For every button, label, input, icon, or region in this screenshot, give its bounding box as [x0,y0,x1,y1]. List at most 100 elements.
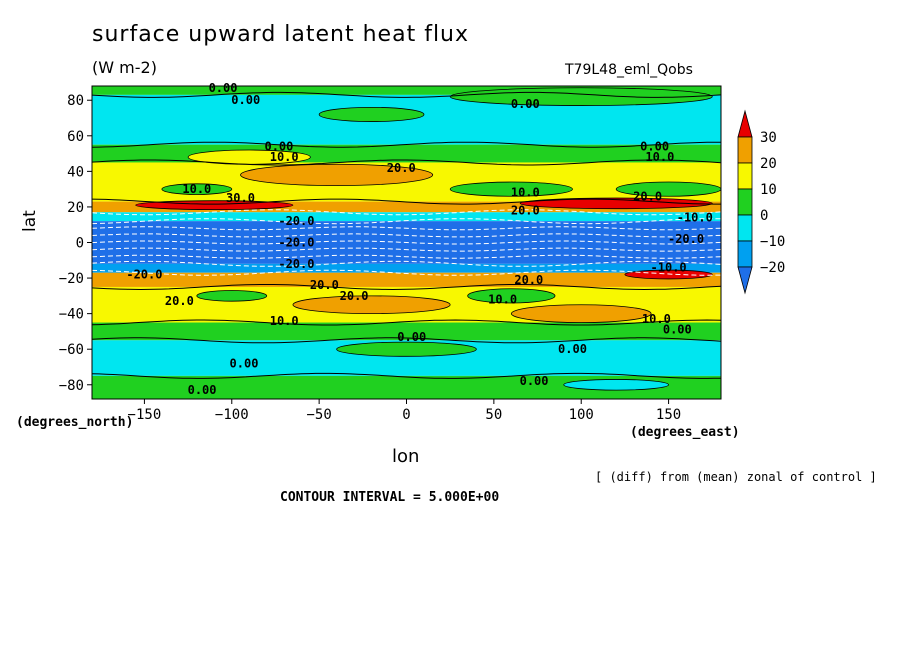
y-tick-label: −40 [59,307,84,323]
contour-patch [318,106,425,122]
colorbar-label: −10 [760,234,785,250]
y-axis-label: lat [20,210,40,232]
contour-line [91,260,722,267]
contour-label: 20.0 [387,161,416,175]
colorbar-triangle-top [737,109,753,138]
colorbar-label: 0 [760,208,768,224]
contour-labels: 0.000.00 0.000.0010.00.0010.020.010.030.0… [126,81,713,397]
x-tick-label: 0 [402,407,410,423]
colorbar-label: −20 [760,260,785,276]
contour-label: 0.00 [558,342,587,356]
contour-patch [615,181,722,197]
colorbar-segment [737,214,753,242]
contour-label: 20.0 [514,273,543,287]
contour-label: 0.00 [520,374,549,388]
contour-label: -10.0 [651,260,687,274]
contour-label: -20.0 [278,214,314,228]
contour-fill-patches [135,87,722,391]
x-tick-label: 50 [485,407,502,423]
x-tick-label: −150 [128,407,162,423]
contour-line [91,233,722,238]
contour-patch [336,341,477,357]
contour-label: 0.00 [663,323,692,337]
contour-label: 0.00 [397,330,426,344]
x-axis-units: (degrees_east) [630,425,740,440]
contour-label: 10.0 [270,150,299,164]
contour-label: -20.0 [278,257,314,271]
contour-label: 20.0 [511,203,540,217]
y-tick-label: 20 [67,200,84,216]
contour-line [91,284,722,291]
contour-label: 10.0 [270,314,299,328]
contour-line [91,319,722,326]
y-axis-ticks: −80 −60 −40 −20 0 20 40 60 80 [59,93,92,394]
y-tick-label: −20 [59,271,84,287]
x-tick-label: −50 [306,407,331,423]
contour-label: 0.00 [264,139,293,153]
contour-label: 10.0 [511,186,540,200]
contour-patch [240,163,434,186]
x-axis-label: lon [392,446,420,467]
contour-band [92,375,721,399]
contour-label: -20.0 [126,268,162,282]
y-tick-label: −60 [59,342,84,358]
contour-label: 30.0 [226,191,255,205]
y-tick-label: 60 [67,129,84,145]
contour-label: 0.00 [511,97,540,111]
contour-label: -20.0 [668,232,704,246]
colorbar-label: 30 [760,130,777,146]
colorbar: 30 20 10 0 −10 −20 [737,109,785,295]
contour-line [91,269,722,276]
contour-line [91,240,722,245]
x-tick-label: 100 [569,407,594,423]
y-axis-units: (degrees_north) [16,415,134,430]
contour-patch [161,183,233,195]
contour-label: 0.00 [230,356,259,370]
contour-label: 0.00 [209,81,238,95]
x-tick-label: 150 [656,407,681,423]
contour-band [92,212,721,222]
contour-line [91,372,722,379]
contour-patch [563,379,669,391]
x-axis-ticks: −150 −100 −50 0 50 100 150 [128,399,681,423]
contour-band [92,201,721,213]
y-tick-label: −80 [59,378,84,394]
contour-label: 20.0 [310,278,339,292]
contour-label: 20.0 [165,294,194,308]
contour-label: 0.00 [640,139,669,153]
x-tick-label: −100 [215,407,249,423]
contour-line [91,254,722,259]
contour-band [92,272,721,287]
contour-label: -10.0 [677,211,713,225]
contour-lines [91,91,722,379]
contour-patch [449,181,573,197]
contour-band [92,263,721,273]
y-tick-label: 0 [76,236,84,252]
comparison-note: [ (diff) from (mean) zonal of control ] [595,470,877,484]
contour-line [91,198,721,205]
colorbar-label: 20 [760,156,777,172]
contour-interval: CONTOUR INTERVAL = 5.000E+00 [280,490,500,505]
contour-patch [519,197,713,210]
colorbar-segment [737,188,753,216]
contour-label: 10.0 [645,150,674,164]
contour-patch [196,290,268,302]
contour-label: 20.0 [633,189,662,203]
colorbar-segment [737,162,753,190]
contour-label: 0.00 [188,383,217,397]
colorbar-segment [737,136,753,164]
contour-label: 20.0 [340,289,369,303]
contour-label: 0.00 [231,93,260,107]
contour-band [92,86,721,95]
y-tick-label: 80 [67,93,84,109]
chart-title: surface upward latent heat flux [92,22,470,47]
contour-line [91,141,721,148]
contour-patch [449,87,713,106]
contour-line [91,218,721,225]
contour-label: 10.0 [642,312,671,326]
y-tick-label: 40 [67,164,84,180]
contour-band [92,322,721,341]
contour-line [91,247,722,252]
colorbar-triangle-bottom [737,266,753,295]
